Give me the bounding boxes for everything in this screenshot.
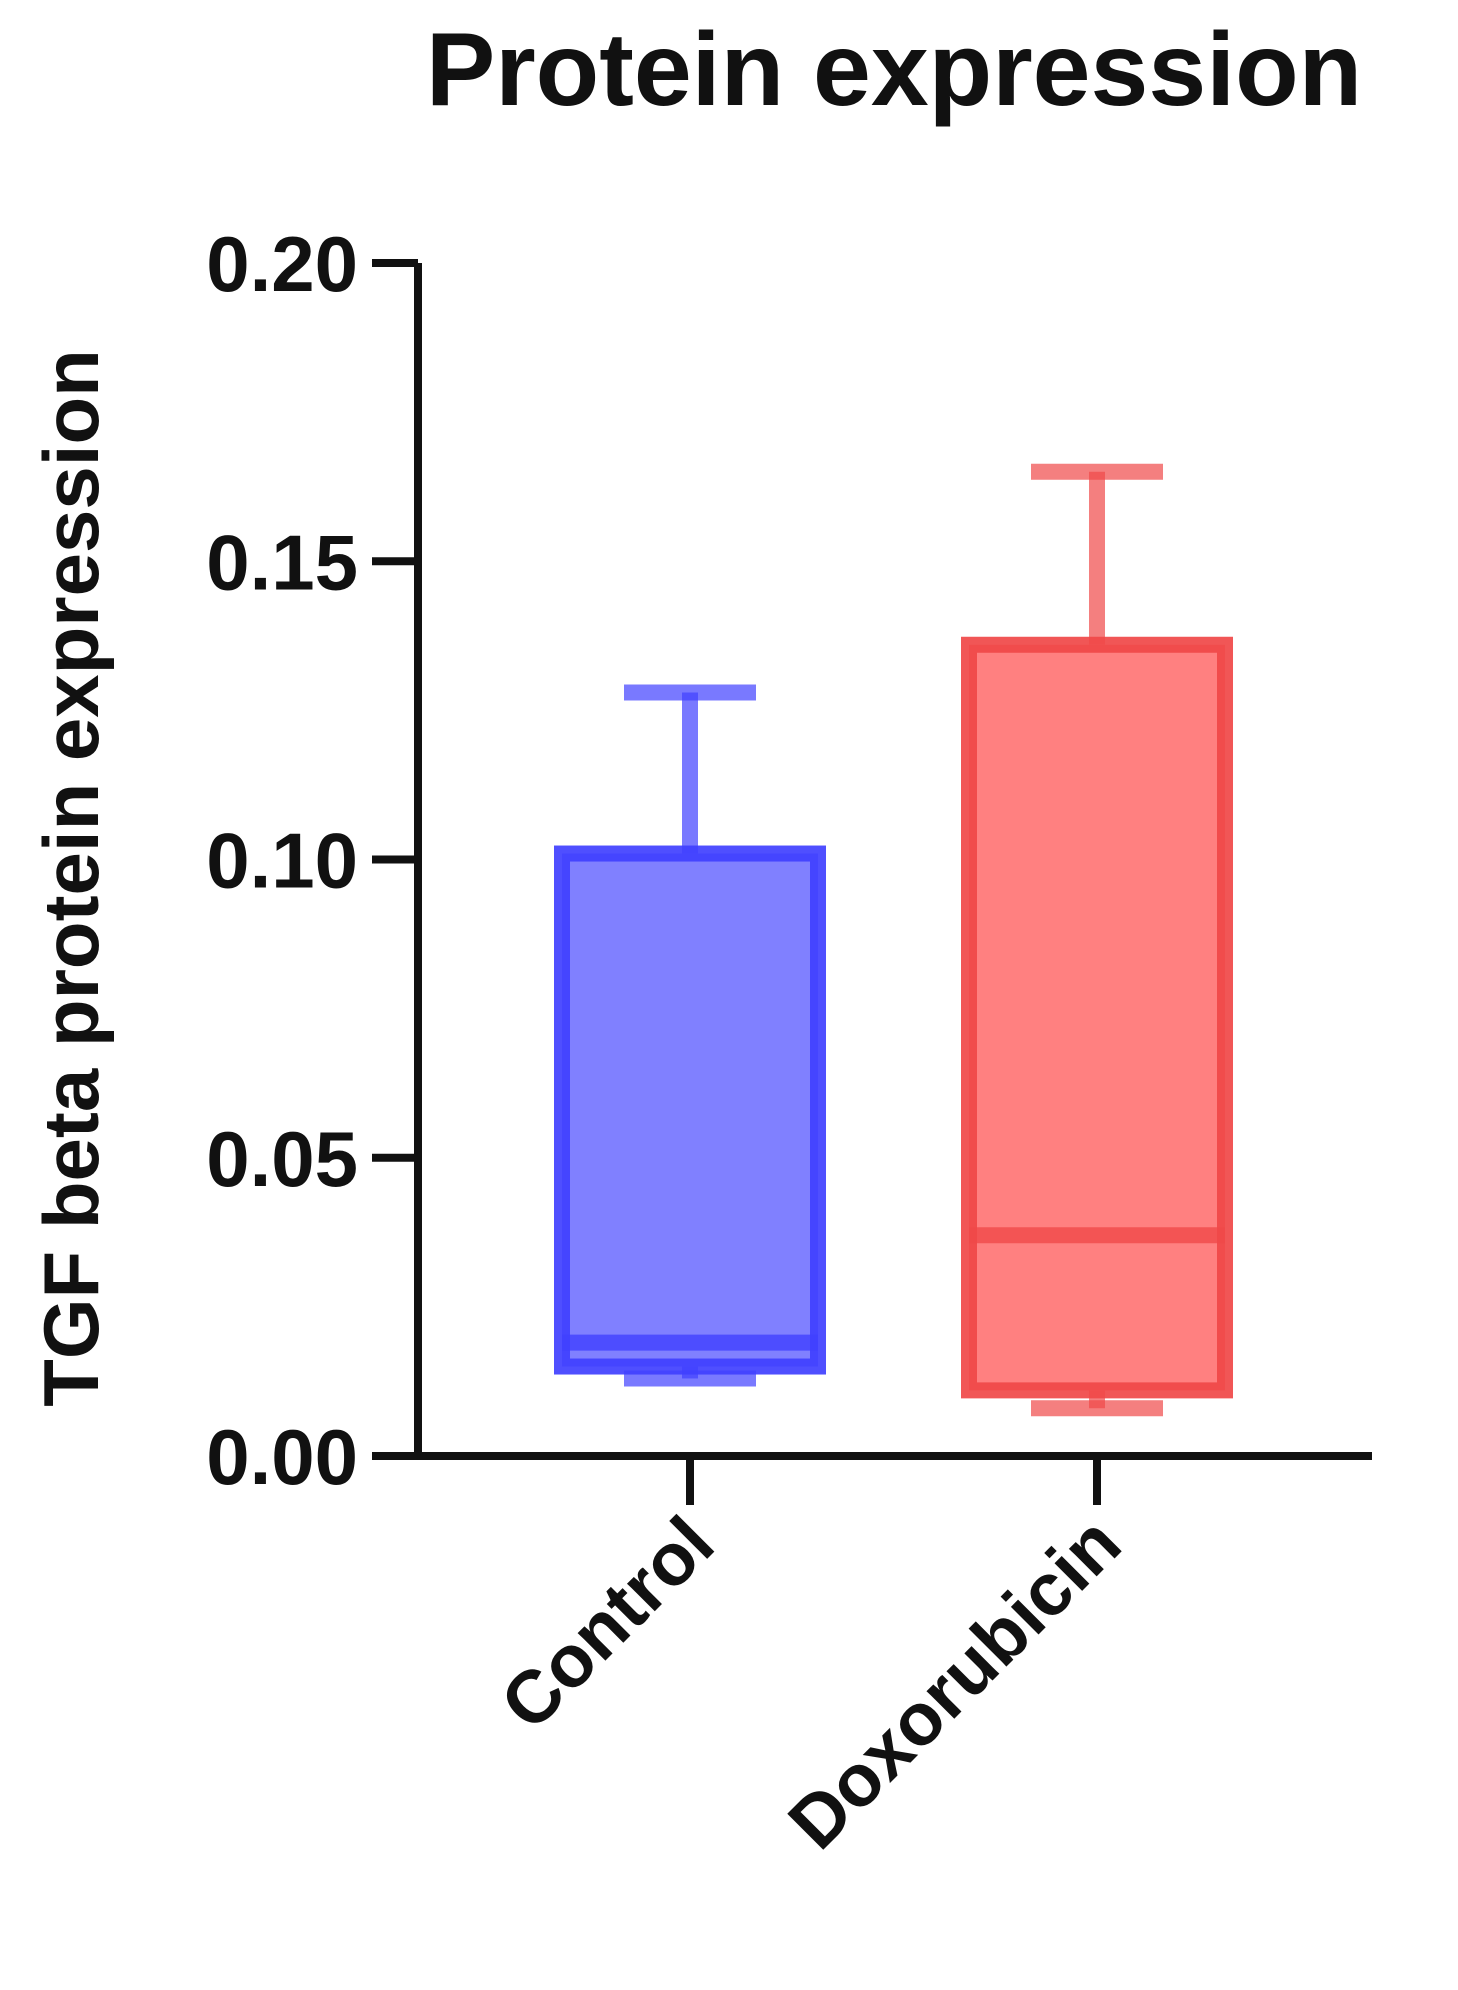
y-tick-label: 0.20 bbox=[206, 220, 358, 308]
y-tick-label: 0.15 bbox=[206, 518, 358, 606]
plot-area bbox=[554, 463, 1233, 1417]
box-iqr bbox=[961, 636, 1233, 1399]
chart-title: Protein expression bbox=[426, 12, 1362, 128]
y-axis-label: TGF beta protein expression bbox=[27, 349, 115, 1407]
y-tick-label: 0.00 bbox=[206, 1413, 358, 1501]
x-ticks: Control Doxorubicin bbox=[485, 1456, 1136, 1865]
y-tick-label: 0.10 bbox=[206, 817, 358, 905]
y-ticks: 0.00 0.05 0.10 0.15 0.20 bbox=[206, 220, 418, 1501]
box-doxorubicin bbox=[961, 463, 1233, 1417]
box-control bbox=[554, 684, 826, 1387]
y-tick-label: 0.05 bbox=[206, 1115, 358, 1203]
x-tick-label: Control bbox=[485, 1501, 730, 1746]
box-iqr bbox=[554, 845, 826, 1375]
x-tick-label: Doxorubicin bbox=[772, 1501, 1136, 1865]
